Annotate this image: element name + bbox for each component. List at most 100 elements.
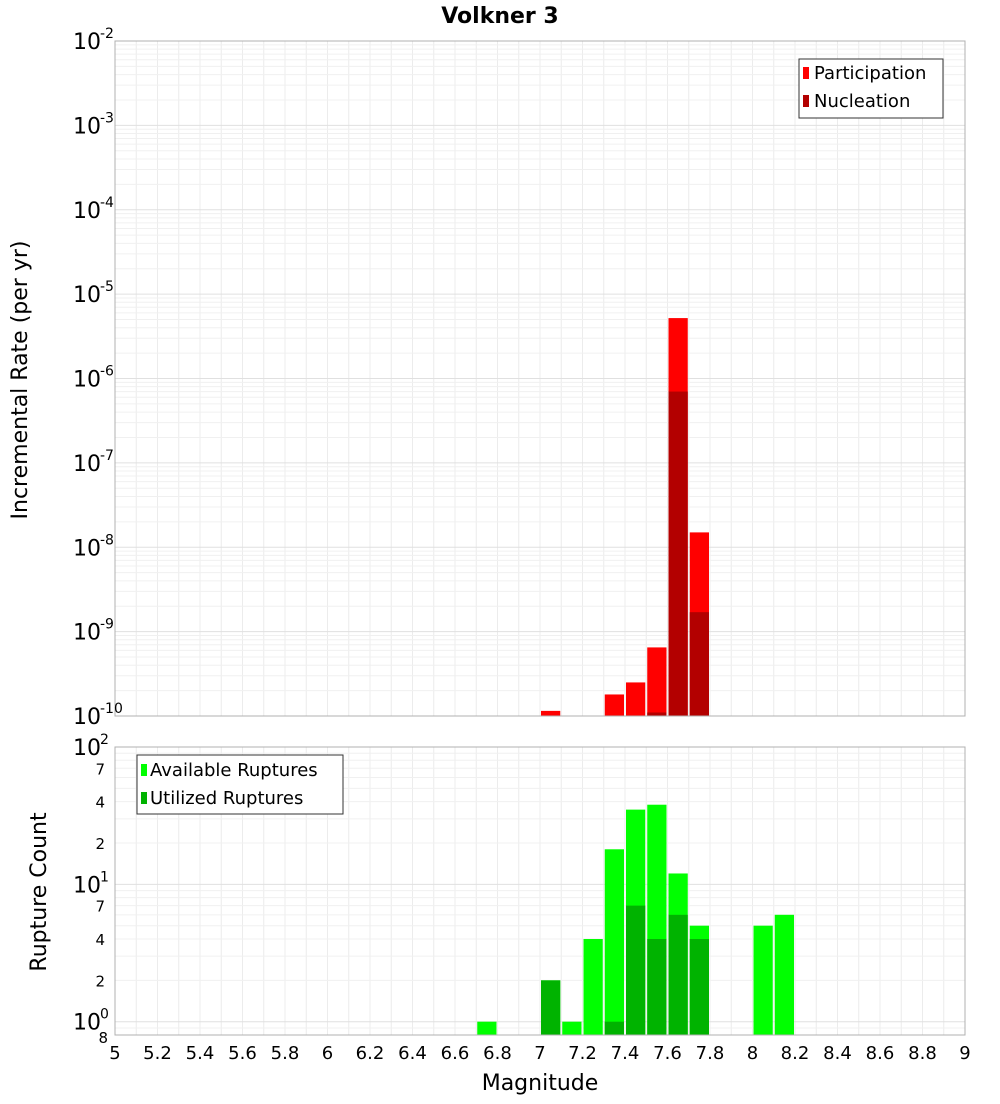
bottom-bar-s1 xyxy=(753,925,773,1035)
y-tick-base: 10 xyxy=(73,621,101,646)
top-bar-s1 xyxy=(647,647,667,716)
top-legend-box xyxy=(798,58,944,119)
y-tick-label: 2 xyxy=(95,835,105,853)
y-tick-base: 10 xyxy=(73,30,101,55)
y-tick-label: 10 0 xyxy=(73,1007,109,1036)
top-y-axis-label: Incremental Rate (per yr) xyxy=(8,241,33,520)
bottom-bar-s2 xyxy=(647,939,667,1035)
y-tick-base: 10 xyxy=(73,114,101,139)
bottom-legend: Available Ruptures Utilized Ruptures xyxy=(136,754,344,815)
x-tick-label: 5.4 xyxy=(186,1043,215,1064)
y-tick-exponent: -10 xyxy=(100,701,123,717)
y-tick-base: 10 xyxy=(73,452,101,477)
top-bar-s2 xyxy=(689,612,709,716)
y-tick-label: 10 -10 xyxy=(73,701,123,730)
y-tick-exponent: 1 xyxy=(100,869,109,885)
x-tick-label: 7.4 xyxy=(611,1043,640,1064)
y-tick-exponent: -4 xyxy=(100,195,114,211)
bottom-plot-frame xyxy=(114,746,966,1036)
legend-swatch-nucleation xyxy=(803,95,809,107)
y-tick-label: 2 xyxy=(95,972,105,990)
x-tick-label: 7 xyxy=(534,1043,545,1064)
bottom-bar-s1 xyxy=(774,914,794,1035)
legend-swatch-participation xyxy=(803,67,809,79)
bottom-bar-s2 xyxy=(626,905,646,1035)
x-tick-labels: 5 5.2 5.4 5.6 5.8 6 6.2 6.4 6.6 6.8 7 7.2 7.4 7.6 7.8 8… xyxy=(109,1043,970,1064)
top-bar-s1 xyxy=(604,694,624,716)
x-tick-label: 7.8 xyxy=(696,1043,725,1064)
y-tick-label: 4 xyxy=(95,931,105,949)
x-tick-label: 8.8 xyxy=(908,1043,937,1064)
y-tick-base: 10 xyxy=(73,873,101,898)
bottom-bar-s1 xyxy=(562,1021,582,1035)
y-tick-label: 10 -5 xyxy=(73,279,114,308)
x-tick-label: 7.2 xyxy=(568,1043,597,1064)
legend-label-participation: Participation xyxy=(814,63,926,84)
x-tick-label: 6 xyxy=(322,1043,333,1064)
bottom-y-axis-label: Rupture Count xyxy=(27,812,52,972)
y-tick-label: 10 -6 xyxy=(73,364,114,393)
bottom-bar-s2 xyxy=(604,1021,624,1035)
bottom-bar-s1 xyxy=(604,849,624,1035)
y-tick-base: 10 xyxy=(73,1011,101,1036)
y-tick-label: 10 -7 xyxy=(73,448,114,477)
bottom-legend-box xyxy=(136,754,344,815)
x-tick-label: 6.4 xyxy=(398,1043,427,1064)
y-tick-exponent: -8 xyxy=(100,532,114,548)
x-tick-label: 8.6 xyxy=(866,1043,895,1064)
y-tick-exponent: 0 xyxy=(100,1007,109,1023)
y-tick-exponent: -2 xyxy=(100,26,114,42)
bottom-plot-bars xyxy=(477,804,794,1035)
x-tick-label: 6.8 xyxy=(483,1043,512,1064)
x-tick-label: 8.2 xyxy=(781,1043,810,1064)
x-tick-label: 5.8 xyxy=(271,1043,300,1064)
y-tick-exponent: -7 xyxy=(100,448,114,464)
y-tick-base: 10 xyxy=(73,705,101,730)
y-tick-base: 10 xyxy=(73,736,101,761)
x-tick-label: 6.2 xyxy=(356,1043,385,1064)
top-legend: Participation Nucleation xyxy=(798,58,944,119)
x-tick-label: 9 xyxy=(959,1043,970,1064)
bottom-bar-s2 xyxy=(668,914,688,1035)
chart-title: Volkner 3 xyxy=(441,4,559,29)
y-tick-exponent: 2 xyxy=(100,732,109,748)
bottom-bar-s2 xyxy=(541,980,561,1035)
y-tick-label: 7 xyxy=(95,898,105,916)
y-tick-label: 10 -9 xyxy=(73,617,114,646)
legend-label-nucleation: Nucleation xyxy=(814,91,910,112)
y-tick-label: 4 xyxy=(95,794,105,812)
y-tick-base: 10 xyxy=(73,536,101,561)
top-bar-s2 xyxy=(647,712,667,716)
x-tick-label: 5.2 xyxy=(143,1043,172,1064)
y-tick-exponent: -9 xyxy=(100,617,114,633)
bottom-bar-s2 xyxy=(689,939,709,1035)
y-tick-label: 10 -4 xyxy=(73,195,114,224)
x-tick-label: 8 xyxy=(747,1043,758,1064)
y-tick-label: 10 2 xyxy=(73,732,109,761)
y-tick-base: 10 xyxy=(73,368,101,393)
legend-label-utilized-ruptures: Utilized Ruptures xyxy=(150,788,303,809)
y-tick-label: 10 -3 xyxy=(73,110,114,139)
y-tick-label: 7 xyxy=(95,760,105,778)
top-bar-s2 xyxy=(668,391,688,716)
x-axis-label: Magnitude xyxy=(482,1071,599,1096)
legend-swatch-utilized-ruptures xyxy=(141,792,147,804)
y-tick-label: 8 xyxy=(98,1029,108,1047)
y-tick-exponent: -3 xyxy=(100,110,114,126)
y-tick-base: 10 xyxy=(73,199,101,224)
legend-swatch-available-ruptures xyxy=(141,764,147,776)
y-tick-exponent: -6 xyxy=(100,364,114,380)
y-tick-label: 10 -8 xyxy=(73,532,114,561)
bottom-bar-s1 xyxy=(583,939,603,1035)
top-bar-s1 xyxy=(541,710,561,716)
y-tick-base: 10 xyxy=(73,283,101,308)
top-bar-s1 xyxy=(626,682,646,716)
bottom-bar-s1 xyxy=(477,1021,497,1035)
x-tick-label: 5.6 xyxy=(228,1043,257,1064)
top-plot-bars xyxy=(541,318,709,716)
top-plot-frame xyxy=(114,40,966,717)
